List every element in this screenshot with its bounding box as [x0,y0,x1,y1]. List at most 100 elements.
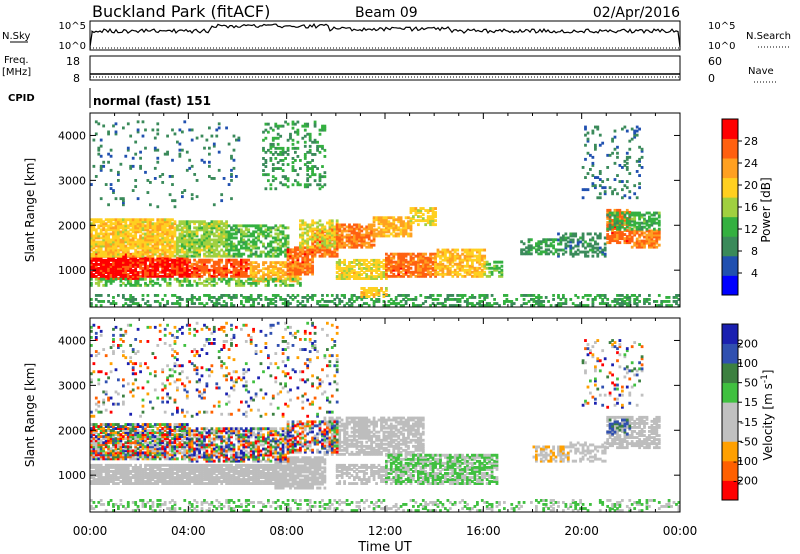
data-cell [200,248,204,252]
data-cell [306,183,310,187]
data-cell [225,222,228,226]
data-cell [168,281,172,285]
data-cell [181,272,184,276]
data-cell [328,250,332,254]
data-cell [586,232,590,236]
data-cell [126,238,130,242]
data-cell [156,254,160,258]
data-cell [281,242,285,246]
data-cell [431,298,435,301]
data-cell [252,304,255,307]
data-cell [350,241,354,245]
data-cell [375,277,378,280]
data-cell [311,233,315,237]
data-cell [326,250,329,254]
data-cell [217,228,221,232]
data-cell [335,304,339,307]
data-cell [276,294,280,297]
data-cell [279,275,283,279]
data-cell [451,248,455,252]
data-cell [257,263,260,267]
data-cell [244,266,248,270]
data-cell [613,129,617,133]
data-cell [235,268,238,272]
data-cell [212,252,216,256]
data-cell [107,152,110,156]
data-cell [630,237,634,241]
data-cell [183,250,187,254]
data-cell [271,226,275,230]
data-cell [301,237,305,241]
data-cell [294,246,297,250]
data-cell [535,242,538,246]
data-cell [360,267,364,270]
data-cell [350,304,354,307]
data-cell [335,231,339,235]
data-cell [117,250,120,254]
data-cell [144,281,147,285]
data-cell [537,300,541,303]
data-cell [569,240,573,244]
data-cell [144,272,147,276]
data-cell [387,234,391,238]
data-cell [294,122,297,126]
data-cell [350,243,354,247]
data-cell [97,300,101,303]
data-cell [478,296,482,299]
data-cell [301,223,305,227]
data-cell [212,242,216,246]
data-cell [537,244,541,248]
data-cell [149,242,152,246]
data-cell [203,160,206,164]
data-cell [335,267,339,270]
data-cell [618,294,622,297]
data-cell [611,235,614,238]
data-cell [276,275,280,279]
data-cell [522,302,526,305]
data-cell [131,156,135,160]
data-cell [476,258,479,262]
data-cell [321,124,324,128]
data-cell [613,300,617,303]
data-cell [591,244,595,248]
data-cell [453,258,457,262]
data-cell [284,304,287,307]
data-cell [149,218,152,222]
data-cell [434,256,437,260]
data-cell [205,222,209,226]
data-cell [90,273,93,276]
data-cell [183,189,187,192]
data-cell [151,262,155,266]
data-cell [141,256,145,260]
data-cell [171,234,174,238]
data-cell [90,218,93,222]
data-cell [271,252,275,256]
data-cell [271,279,275,283]
data-cell [645,221,649,225]
data-cell [195,268,199,272]
data-cell [382,271,386,274]
data-cell [203,230,206,234]
data-cell [581,166,585,169]
data-cell [313,122,317,126]
data-cell [156,234,160,238]
data-cell [367,295,371,298]
data-cell [468,268,472,272]
data-cell [119,224,123,228]
data-cell [129,240,133,244]
data-cell [316,241,319,245]
data-cell [306,239,310,243]
data-cell [402,260,405,264]
data-cell [129,220,133,224]
data-cell [372,216,376,220]
data-cell [166,134,169,138]
data-cell [183,266,187,270]
data-cell [350,265,354,268]
data-cell [215,226,219,230]
data-cell [203,258,206,262]
data-cell [456,294,460,297]
data-cell [281,183,285,187]
data-cell [377,275,381,278]
data-cell [311,140,314,144]
data-cell [217,236,221,240]
